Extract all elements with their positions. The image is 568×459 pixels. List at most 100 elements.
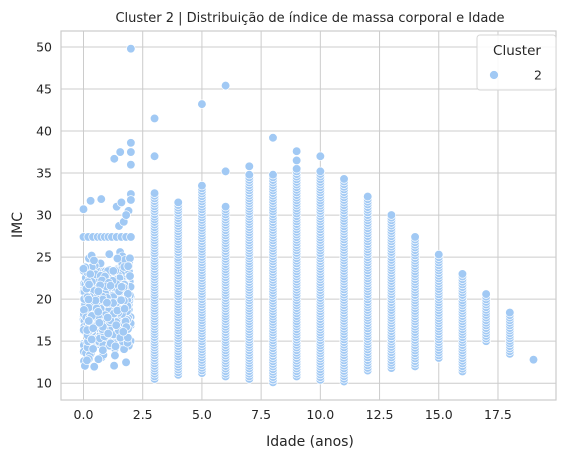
data-point bbox=[115, 147, 125, 157]
data-point bbox=[292, 155, 302, 166]
data-point bbox=[93, 354, 104, 364]
data-point bbox=[244, 170, 254, 180]
data-point bbox=[84, 316, 94, 326]
y-tick-label: 25 bbox=[36, 250, 52, 265]
data-point bbox=[197, 181, 207, 191]
data-point bbox=[119, 304, 130, 314]
y-gridlines bbox=[61, 46, 556, 384]
y-tick-label: 15 bbox=[36, 334, 52, 349]
data-point bbox=[410, 232, 420, 242]
data-point bbox=[481, 289, 491, 299]
x-axis-label: Idade (anos) bbox=[266, 434, 354, 450]
data-point bbox=[109, 361, 119, 371]
data-point bbox=[102, 298, 112, 308]
y-tick-label: 30 bbox=[36, 208, 52, 223]
data-point bbox=[125, 271, 135, 281]
data-point bbox=[149, 151, 160, 161]
y-tick-label: 40 bbox=[36, 124, 52, 139]
data-point bbox=[83, 294, 94, 305]
data-point bbox=[363, 191, 373, 202]
data-point bbox=[103, 328, 113, 339]
data-point bbox=[126, 44, 136, 54]
plot-frame bbox=[60, 30, 557, 401]
data-point bbox=[98, 345, 108, 355]
data-point bbox=[126, 159, 136, 170]
data-point bbox=[220, 80, 231, 91]
data-point bbox=[315, 151, 325, 161]
data-point bbox=[220, 166, 231, 177]
x-tick-label: 5.0 bbox=[192, 407, 212, 422]
data-point bbox=[121, 357, 131, 367]
data-point bbox=[292, 164, 302, 174]
y-tick-label: 50 bbox=[36, 39, 52, 54]
data-point bbox=[116, 295, 126, 305]
data-point bbox=[88, 323, 98, 333]
data-point bbox=[315, 166, 325, 177]
legend-entry-label: 2 bbox=[534, 68, 542, 83]
data-point bbox=[94, 318, 104, 328]
data-point bbox=[220, 202, 231, 212]
x-tick-label: 7.5 bbox=[251, 407, 271, 422]
data-point bbox=[110, 350, 120, 361]
data-point bbox=[111, 320, 121, 330]
x-tick-label: 12.5 bbox=[366, 407, 394, 422]
data-point bbox=[126, 138, 136, 148]
legend-title: Cluster bbox=[493, 43, 541, 59]
data-point bbox=[268, 170, 278, 180]
data-point bbox=[457, 269, 468, 279]
data-point bbox=[505, 307, 515, 318]
data-point bbox=[125, 253, 135, 263]
x-tick-label: 2.5 bbox=[133, 407, 153, 422]
data-point bbox=[434, 249, 444, 260]
data-point bbox=[110, 341, 121, 351]
data-point bbox=[126, 195, 136, 205]
data-point bbox=[82, 355, 92, 366]
data-point bbox=[89, 255, 99, 266]
x-tick-labels: 0.0 2.5 5.0 7.5 10.0 12.5 15.0 17.5 bbox=[74, 407, 512, 422]
data-point bbox=[108, 266, 118, 276]
data-point bbox=[112, 253, 123, 264]
legend-marker bbox=[489, 70, 499, 80]
data-point bbox=[116, 282, 127, 292]
data-point bbox=[292, 146, 302, 156]
data-point bbox=[126, 147, 136, 157]
data-point bbox=[109, 154, 119, 164]
data-point bbox=[87, 334, 97, 345]
data-point bbox=[149, 188, 160, 198]
data-point bbox=[123, 261, 133, 271]
data-point bbox=[89, 362, 99, 372]
data-point bbox=[103, 312, 113, 323]
x-tick-label: 10.0 bbox=[306, 407, 334, 422]
data-point bbox=[149, 113, 160, 124]
data-point bbox=[121, 210, 131, 220]
data-point bbox=[528, 355, 539, 365]
x-tick-label: 0.0 bbox=[74, 407, 94, 422]
data-point bbox=[197, 99, 207, 109]
x-tick-label: 15.0 bbox=[425, 407, 453, 422]
y-tick-labels: 10 15 20 25 30 35 40 45 50 bbox=[36, 39, 52, 390]
data-point bbox=[104, 249, 114, 259]
data-point bbox=[268, 133, 278, 143]
data-point bbox=[244, 161, 254, 171]
scatter-points bbox=[78, 44, 539, 387]
data-point bbox=[173, 197, 183, 208]
data-point bbox=[386, 210, 397, 220]
x-tick-label: 17.5 bbox=[484, 407, 512, 422]
data-point bbox=[96, 194, 106, 204]
data-point bbox=[116, 197, 127, 208]
y-axis-label: IMC bbox=[10, 212, 26, 238]
data-point bbox=[78, 204, 89, 214]
data-point bbox=[93, 307, 103, 317]
y-tick-label: 20 bbox=[36, 292, 52, 307]
data-point bbox=[88, 344, 98, 354]
data-point bbox=[118, 327, 128, 337]
data-point bbox=[78, 264, 89, 274]
chart-title: Cluster 2 | Distribuição de índice de ma… bbox=[115, 11, 504, 26]
data-point bbox=[339, 174, 349, 184]
data-point bbox=[105, 281, 116, 291]
legend: Cluster 2 bbox=[476, 34, 557, 91]
data-point bbox=[85, 196, 96, 206]
y-tick-label: 45 bbox=[36, 81, 52, 96]
data-point bbox=[84, 279, 94, 290]
